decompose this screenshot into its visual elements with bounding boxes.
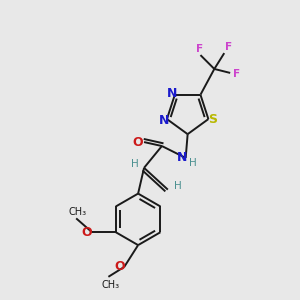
Text: H: H <box>189 158 196 168</box>
Text: N: N <box>176 152 187 164</box>
Text: O: O <box>114 260 124 273</box>
Text: CH₃: CH₃ <box>101 280 119 290</box>
Text: F: F <box>225 42 232 52</box>
Text: H: H <box>174 181 182 191</box>
Text: F: F <box>196 44 203 54</box>
Text: F: F <box>232 69 240 79</box>
Text: S: S <box>208 112 217 126</box>
Text: O: O <box>82 226 92 239</box>
Text: H: H <box>131 159 139 169</box>
Text: N: N <box>159 114 169 127</box>
Text: CH₃: CH₃ <box>68 207 86 218</box>
Text: N: N <box>167 87 177 100</box>
Text: O: O <box>133 136 143 148</box>
